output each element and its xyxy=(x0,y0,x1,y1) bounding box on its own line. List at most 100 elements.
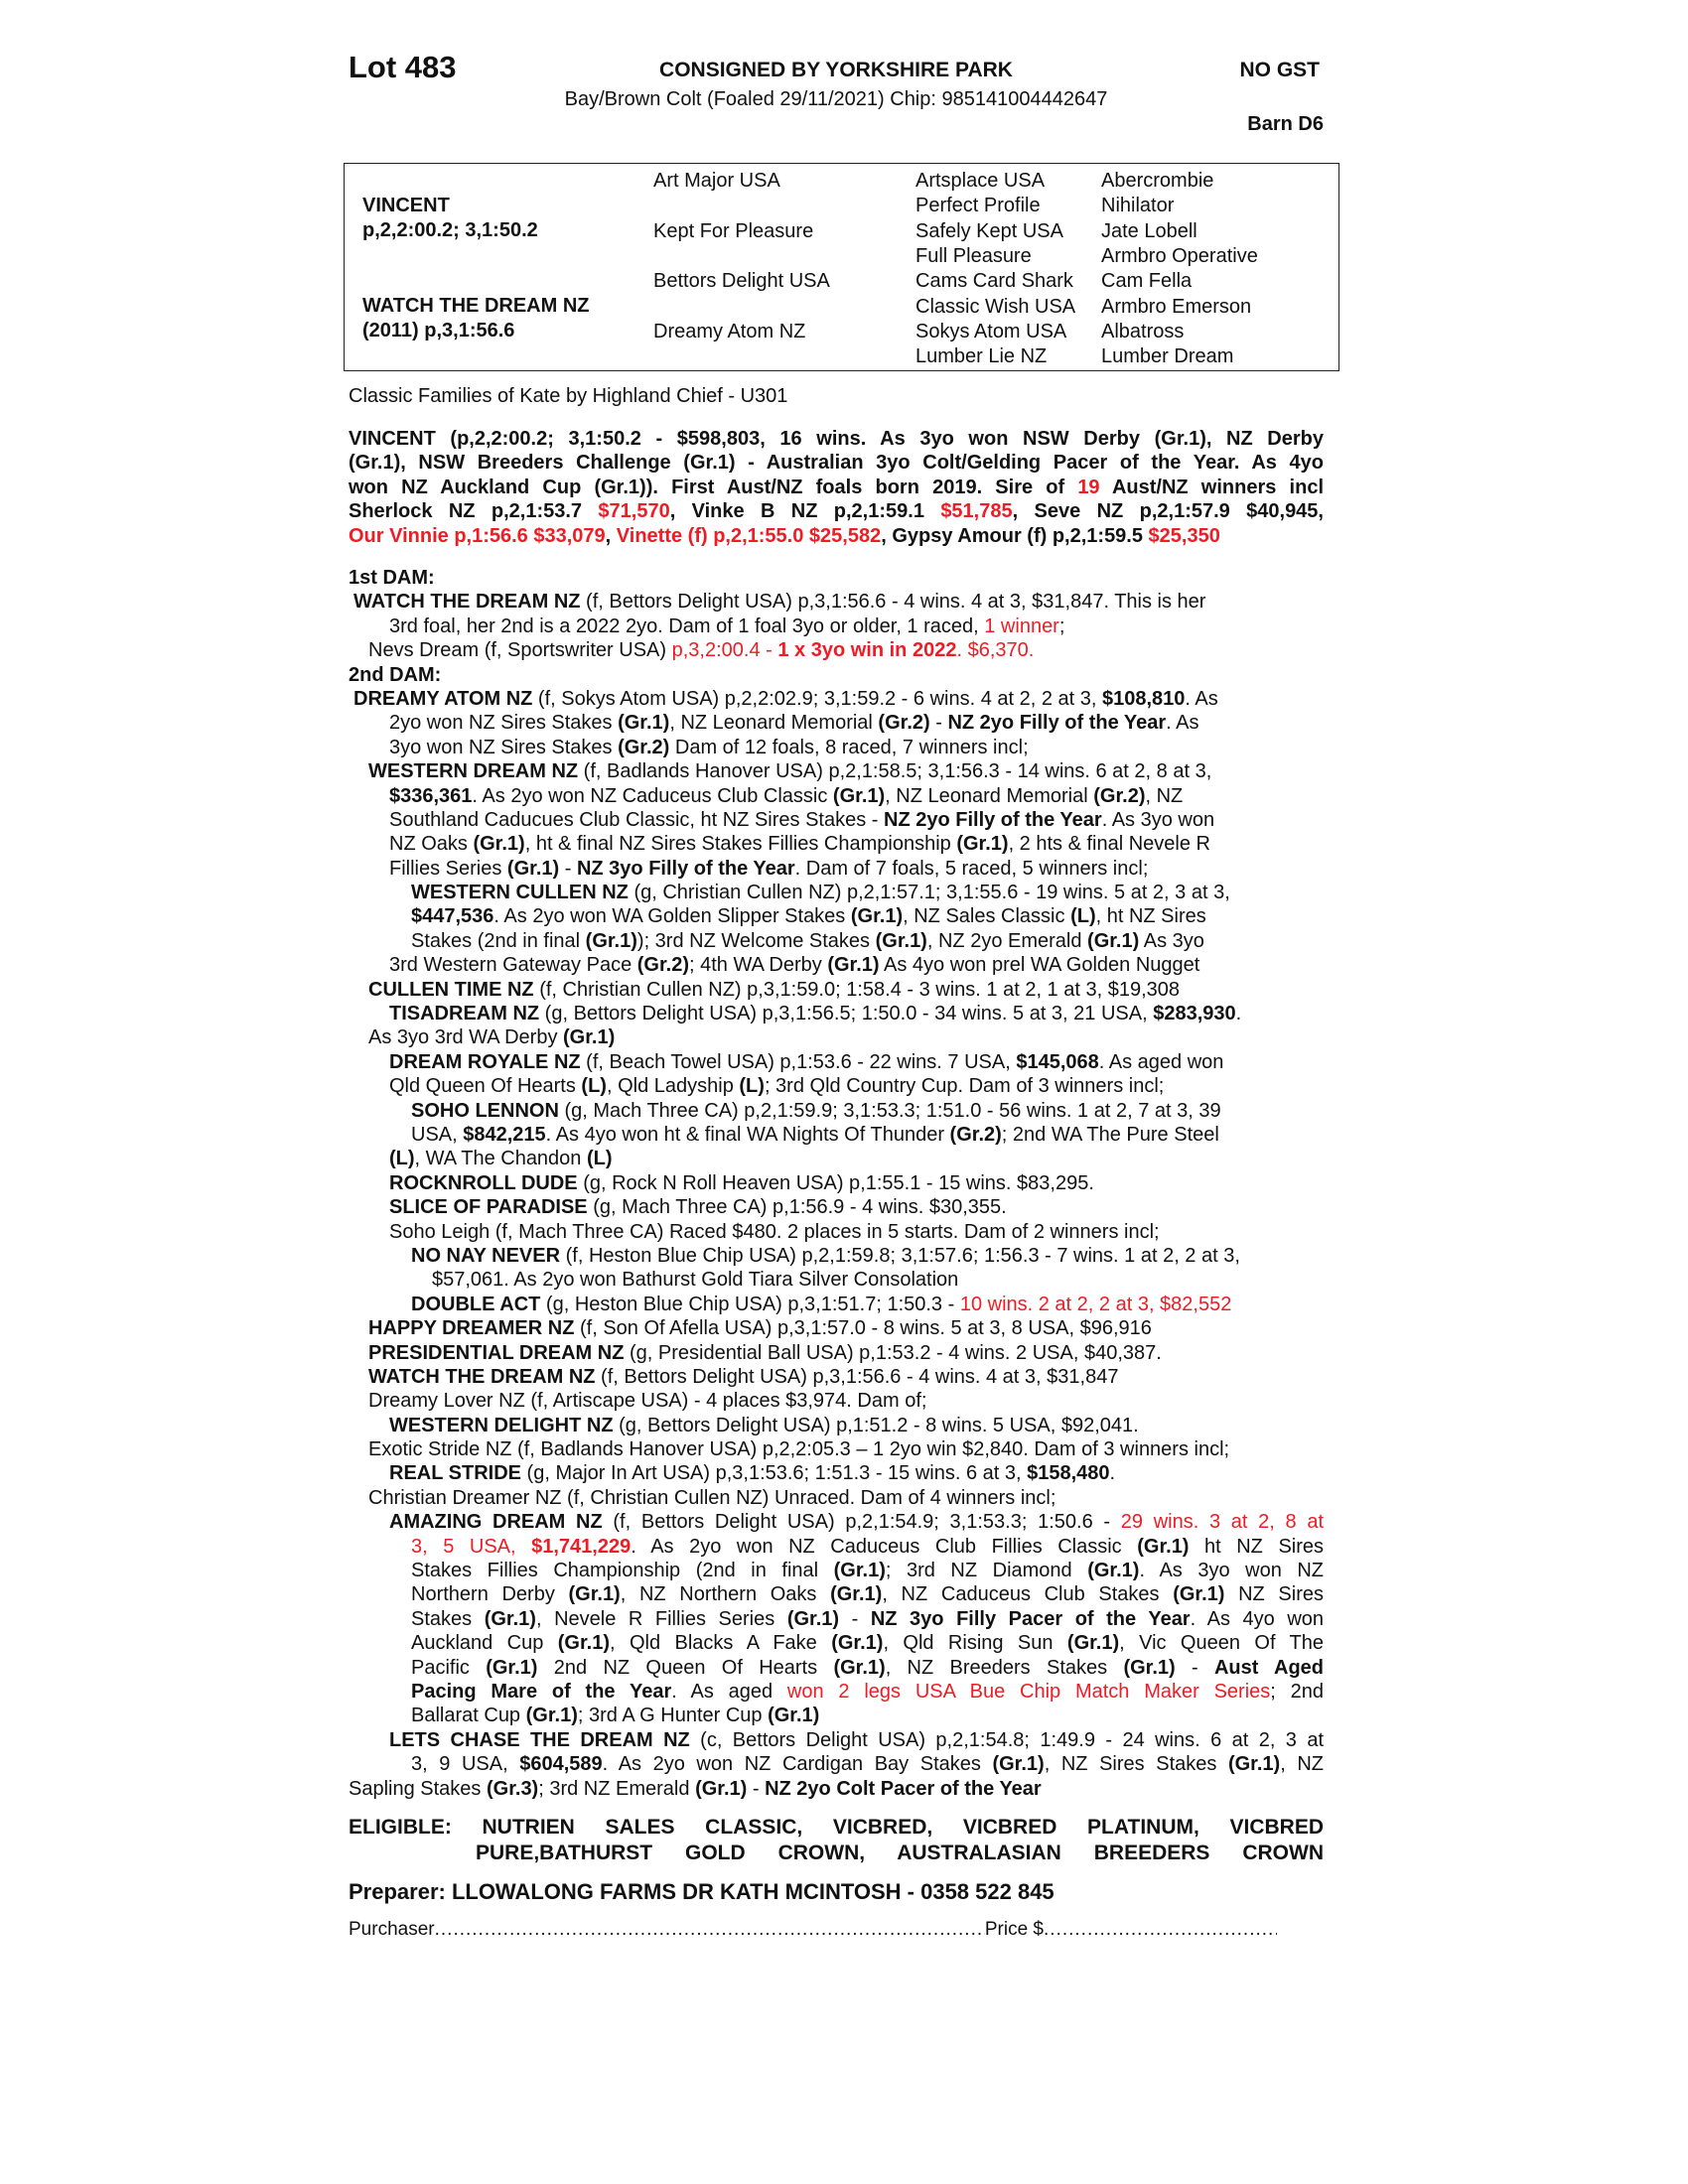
text-run: 3rd foal, her 2nd is a 2022 2yo. Dam of … xyxy=(389,614,985,637)
text-run: Fillies Series xyxy=(389,857,507,880)
purchaser-field[interactable] xyxy=(435,1919,985,1941)
text-run: ; 2nd WA The Pure Steel xyxy=(1001,1123,1219,1146)
text-run: . xyxy=(1235,1003,1242,1025)
text-run: NZ Sires xyxy=(1224,1583,1324,1606)
text-run: As 3yo xyxy=(1139,929,1204,952)
emphasis-text: WESTERN CULLEN NZ xyxy=(411,882,629,904)
text-line: Stakes (2nd in final (Gr.1)); 3rd NZ Wel… xyxy=(349,929,1324,953)
emphasis-text: (Gr.1) xyxy=(956,833,1009,856)
emphasis-text: DREAM ROYALE NZ xyxy=(389,1050,581,1073)
emphasis-text: (Gr.1) xyxy=(486,1656,538,1679)
text-run: 10 wins. 2 at 2, 2 at 3, $82,552 xyxy=(959,1293,1232,1315)
text-line: CULLEN TIME NZ (f, Christian Cullen NZ) … xyxy=(349,978,1324,1002)
text-line: DREAMY ATOM NZ (f, Sokys Atom USA) p,2,2… xyxy=(349,687,1324,711)
text-line: Nevs Dream (f, Sportswriter USA) p,3,2:0… xyxy=(349,638,1324,662)
emphasis-text: (Gr.2) xyxy=(949,1123,1002,1146)
text-run: (f, Sokys Atom USA) p,2,2:02.9; 3,1:59.2… xyxy=(532,687,1102,710)
text-line: LETS CHASE THE DREAM NZ (c, Bettors Deli… xyxy=(349,1728,1324,1752)
text-run: (g, Major In Art USA) p,3,1:53.6; 1:51.3… xyxy=(520,1462,1028,1485)
pedigree-ancestor: Abercrombie xyxy=(1101,170,1214,192)
dam-family: 1st DAM: WATCH THE DREAM NZ (f, Bettors D… xyxy=(349,566,1324,1801)
text-run: Dam of 12 foals, 8 raced, 7 winners incl… xyxy=(669,736,1029,758)
pedigree-ancestor: Perfect Profile xyxy=(915,195,1041,217)
text-run: . As aged xyxy=(671,1680,787,1703)
text-line: WESTERN CULLEN NZ (g, Christian Cullen N… xyxy=(349,881,1324,904)
text-line: WATCH THE DREAM NZ (f, Bettors Delight U… xyxy=(349,1365,1324,1389)
emphasis-text: (Gr.1) xyxy=(831,1632,884,1655)
text-run: 2nd NZ Queen Of Hearts xyxy=(537,1656,834,1679)
emphasis-text: 1st DAM: xyxy=(349,567,435,589)
text-run: ; 3rd A G Hunter Cup xyxy=(577,1705,769,1727)
text-line: DOUBLE ACT (g, Heston Blue Chip USA) p,3… xyxy=(349,1293,1324,1316)
text-run: - xyxy=(839,1607,871,1630)
emphasis-text: (Gr.1) xyxy=(473,833,525,856)
emphasis-text: HAPPY DREAMER NZ xyxy=(368,1317,575,1340)
text-run: . As 2yo won WA Golden Slipper Stakes xyxy=(493,905,851,928)
emphasis-text: (Gr.1) xyxy=(1123,1656,1176,1679)
text-run: Qld Queen Of Hearts xyxy=(389,1075,582,1098)
price-field[interactable] xyxy=(1044,1919,1277,1941)
text-line: Auckland Cup (Gr.1), Qld Blacks A Fake (… xyxy=(349,1631,1324,1655)
text-line: WESTERN DELIGHT NZ (g, Bettors Delight U… xyxy=(349,1414,1324,1437)
emphasis-text: (Gr.1) xyxy=(992,1753,1045,1776)
text-run: - xyxy=(1175,1656,1214,1679)
text-line: Qld Queen Of Hearts (L), Qld Ladyship (L… xyxy=(349,1074,1324,1098)
pedigree-ancestor: Full Pleasure xyxy=(915,244,1032,267)
emphasis-text: 19 xyxy=(1077,476,1100,498)
text-run: ; xyxy=(1058,614,1065,637)
pedigree-ancestor: Jate Lobell xyxy=(1101,219,1197,242)
text-line: HAPPY DREAMER NZ (f, Son Of Afella USA) … xyxy=(349,1316,1324,1340)
pedigree-ancestor: Dreamy Atom NZ xyxy=(653,320,806,342)
text-line: Pacing Mare of the Year. As aged won 2 l… xyxy=(349,1680,1324,1704)
text-line: (Gr.1), NSW Breeders Challenge (Gr.1) - … xyxy=(349,451,1324,475)
text-run: 1 winner xyxy=(984,614,1059,637)
text-run: (f, Son Of Afella USA) p,3,1:57.0 - 8 wi… xyxy=(574,1317,1152,1340)
emphasis-text: DOUBLE ACT xyxy=(411,1293,541,1315)
text-run: . As 4yo won ht & final WA Nights Of Thu… xyxy=(545,1123,950,1146)
text-run: p,3,2:00.4 - xyxy=(671,639,778,662)
text-run: . Dam of 7 foals, 5 raced, 5 winners inc… xyxy=(794,857,1149,880)
text-run: Sapling Stakes xyxy=(349,1777,487,1800)
emphasis-text: (L) xyxy=(586,1148,613,1170)
text-run: (g, Rock N Roll Heaven USA) p,1:55.1 - 1… xyxy=(577,1171,1094,1194)
emphasis-text: (Gr.1) xyxy=(525,1705,578,1727)
text-run: . As 2yo won NZ Caduceus Club Classic xyxy=(472,784,833,807)
emphasis-text: $1,741,229 xyxy=(531,1535,632,1558)
text-run: , 2 hts & final Nevele R xyxy=(1008,833,1210,856)
emphasis-text: $158,480 xyxy=(1027,1462,1110,1485)
emphasis-text: (Gr.1) xyxy=(1137,1535,1190,1558)
text-run: (c, Bettors Delight USA) p,2,1:54.8; 1:4… xyxy=(689,1728,1325,1751)
text-line: 2nd DAM: xyxy=(349,663,1324,687)
emphasis-text: $71,570 xyxy=(598,500,670,523)
emphasis-text: (Gr.1) xyxy=(557,1632,611,1655)
text-run: Auckland Cup xyxy=(411,1632,558,1655)
emphasis-text: (L) xyxy=(1070,905,1096,928)
pedigree-ancestor: Albatross xyxy=(1101,320,1185,342)
emphasis-text: (Gr.1) xyxy=(1087,1560,1140,1582)
emphasis-text: (L) xyxy=(581,1075,607,1098)
pedigree-ancestor: Cams Card Shark xyxy=(915,270,1073,293)
text-run: ; 2nd xyxy=(1270,1680,1324,1703)
emphasis-text: NZ 3yo Filly Pacer of the Year xyxy=(870,1607,1191,1630)
family-line: Classic Families of Kate by Highland Chi… xyxy=(349,385,788,407)
emphasis-text: WATCH THE DREAM NZ xyxy=(353,591,581,614)
emphasis-text: (Gr.1) xyxy=(1066,1632,1120,1655)
barn-location: Barn D6 xyxy=(1247,113,1324,135)
emphasis-text: (Gr.1) xyxy=(1087,929,1140,952)
sire-summary: VINCENT (p,2,2:00.2; 3,1:50.2 - $598,803… xyxy=(349,427,1324,548)
text-run: , NZ Leonard Memorial xyxy=(885,784,1094,807)
emphasis-text: Aust/NZ winners incl xyxy=(1099,476,1324,498)
emphasis-text: (Gr.1) xyxy=(827,954,880,977)
text-line: Stakes Fillies Championship (2nd in fina… xyxy=(349,1559,1324,1582)
emphasis-text: AMAZING DREAM NZ xyxy=(389,1511,603,1534)
text-line: 3yo won NZ Sires Stakes (Gr.2) Dam of 12… xyxy=(349,736,1324,759)
text-line: PRESIDENTIAL DREAM NZ (g, Presidential B… xyxy=(349,1341,1324,1365)
text-line: $57,061. As 2yo won Bathurst Gold Tiara … xyxy=(349,1268,1324,1292)
sire-record: p,2,2:00.2; 3,1:50.2 xyxy=(362,219,538,241)
text-run: Southland Caducues Club Classic, ht NZ S… xyxy=(389,808,884,831)
emphasis-text: WATCH THE DREAM NZ xyxy=(368,1365,596,1388)
emphasis-text: (Gr.2) xyxy=(618,736,670,758)
text-run: , NZ 2yo Emerald xyxy=(926,929,1088,952)
emphasis-text: $25,350 xyxy=(1148,524,1220,547)
emphasis-text: (Gr.1) xyxy=(1173,1583,1225,1606)
